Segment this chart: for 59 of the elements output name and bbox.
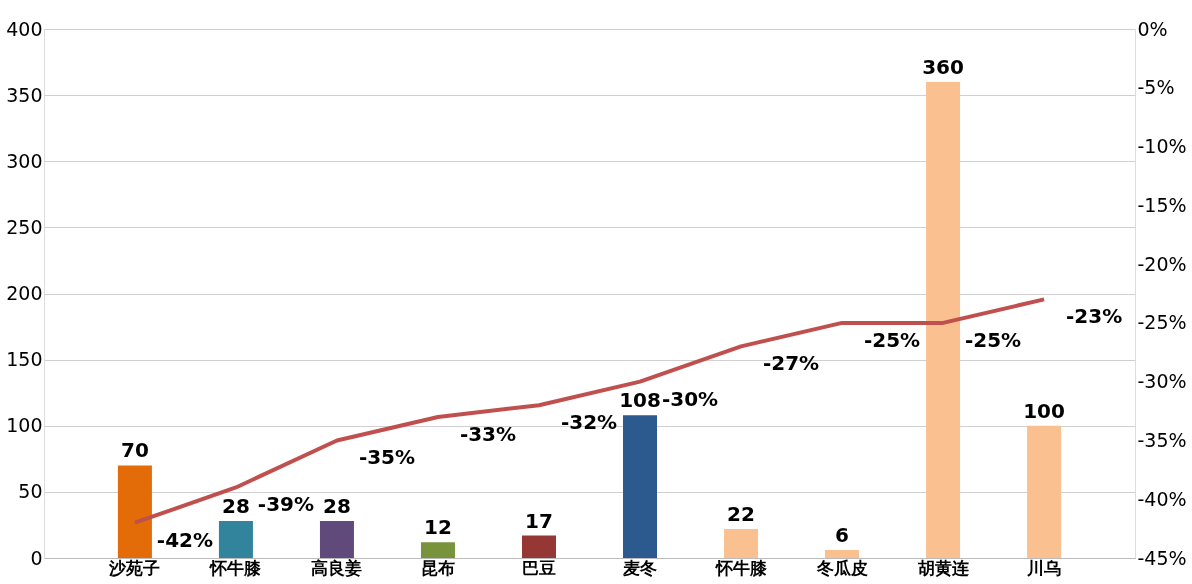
bar bbox=[117, 465, 152, 558]
x-tick-label: 巴豆 bbox=[521, 557, 556, 578]
data-label: 28 bbox=[222, 493, 250, 518]
data-label: 360 bbox=[922, 54, 964, 79]
data-label: -27% bbox=[762, 351, 820, 376]
data-label: -33% bbox=[459, 421, 517, 446]
y2-tick-label: -40% bbox=[1137, 487, 1187, 510]
data-label: -25% bbox=[964, 327, 1022, 352]
data-label: 6 bbox=[835, 523, 850, 548]
y-tick-label: 250 bbox=[6, 215, 43, 238]
y2-tick-label: -10% bbox=[1137, 135, 1187, 158]
data-label: 108 bbox=[619, 388, 661, 413]
data-label: -35% bbox=[358, 445, 416, 470]
x-tick-label: 高良姜 bbox=[311, 557, 363, 578]
y-tick-label: 150 bbox=[6, 348, 43, 371]
data-label: -30% bbox=[661, 386, 719, 411]
data-label: -25% bbox=[863, 327, 921, 352]
bar bbox=[218, 520, 253, 558]
bar bbox=[926, 81, 961, 558]
data-label: 22 bbox=[727, 501, 755, 526]
y-tick-label: 200 bbox=[6, 282, 43, 304]
y-tick-label: 100 bbox=[6, 414, 43, 437]
y2-tick-label: -5% bbox=[1137, 76, 1175, 99]
y-tick-label: 300 bbox=[6, 149, 43, 172]
data-label: -39% bbox=[257, 492, 315, 517]
data-label: 70 bbox=[120, 438, 149, 463]
bar bbox=[724, 528, 759, 558]
x-tick-label: 麦冬 bbox=[622, 557, 658, 578]
y-tick-label: 50 bbox=[18, 480, 43, 503]
data-label: 17 bbox=[525, 508, 553, 533]
x-tick-label: 胡黄连 bbox=[916, 557, 969, 578]
x-tick-label: 怀牛膝 bbox=[209, 557, 263, 578]
x-tick-label: 怀牛膝 bbox=[714, 557, 768, 578]
data-label: 12 bbox=[424, 515, 452, 540]
data-label: -42% bbox=[156, 527, 213, 552]
y2-tick-label: -20% bbox=[1137, 252, 1187, 275]
y2-tick-label: 0% bbox=[1137, 17, 1168, 40]
y-tick-label: 0 bbox=[30, 546, 43, 569]
bar bbox=[420, 542, 455, 558]
y2-tick-label: -25% bbox=[1137, 311, 1187, 334]
x-tick-label: 川乌 bbox=[1026, 557, 1062, 578]
data-label: 100 bbox=[1023, 398, 1065, 423]
y2-tick-label: -35% bbox=[1137, 428, 1187, 451]
bar bbox=[825, 550, 860, 558]
x-tick-label: 沙苑子 bbox=[108, 557, 161, 578]
y2-tick-label: -45% bbox=[1137, 546, 1187, 569]
data-label: -32% bbox=[560, 410, 618, 435]
bar bbox=[623, 415, 658, 558]
y2-tick-label: -15% bbox=[1137, 193, 1187, 216]
data-label: -23% bbox=[1066, 304, 1123, 329]
y-tick-label: 400 bbox=[6, 17, 43, 40]
x-tick-label: 冬瓜皮 bbox=[815, 557, 868, 578]
bar bbox=[1027, 425, 1062, 558]
y2-tick-label: -30% bbox=[1137, 370, 1187, 393]
bar bbox=[521, 535, 556, 558]
x-tick-label: 昆布 bbox=[420, 557, 455, 578]
bar bbox=[319, 520, 354, 558]
data-label: 28 bbox=[323, 493, 351, 518]
y-tick-label: 350 bbox=[6, 83, 43, 106]
